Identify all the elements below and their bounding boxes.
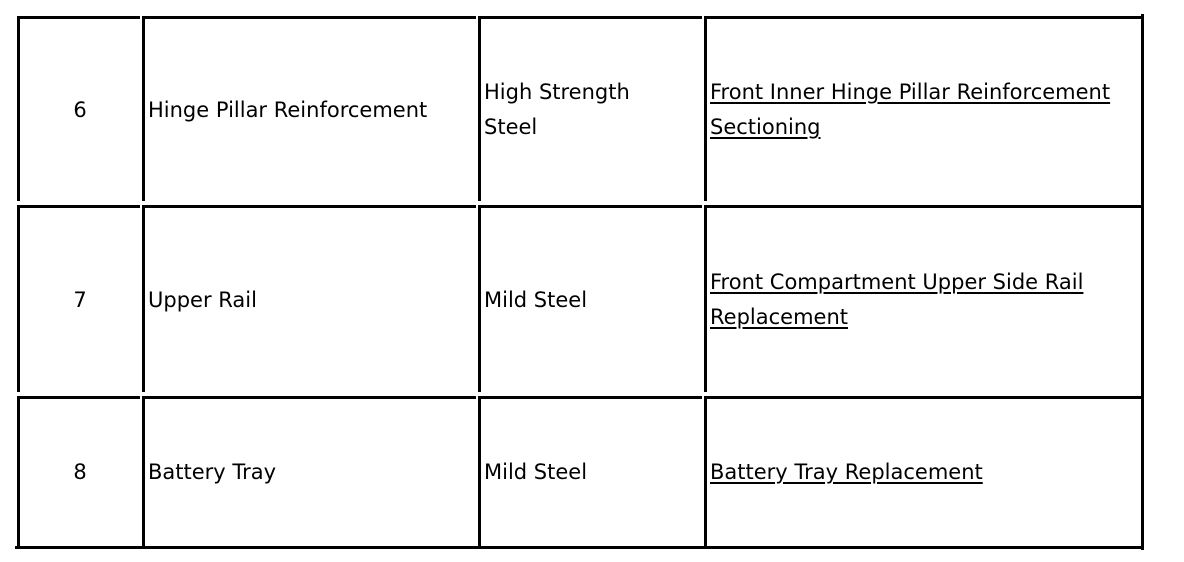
row-number-text: 6 [73,97,87,122]
part-name-text: Battery Tray [148,460,277,484]
table-cell-procedure-link: Battery Tray Replacement [704,396,1141,546]
table-cell-part-name: Upper Rail [142,205,476,392]
table-cell-part-name: Battery Tray [142,396,476,546]
material-text: High Strength Steel [484,80,630,139]
row-number-text: 7 [73,287,87,312]
row-number-text: 8 [73,460,87,484]
table-cell-procedure-link: Front Inner Hinge Pillar Reinforcement S… [704,16,1141,201]
table-cell-material: Mild Steel [478,205,702,392]
table-border-bottom [15,546,1144,549]
table-cell-procedure-link: Front Compartment Upper Side Rail Replac… [704,205,1141,392]
procedure-link[interactable]: Battery Tray Replacement [710,460,983,484]
part-name-text: Hinge Pillar Reinforcement [148,97,428,122]
procedure-link[interactable]: Front Inner Hinge Pillar Reinforcement S… [710,80,1111,139]
table-cell-row-number: 8 [17,396,140,546]
material-text: Mild Steel [484,287,588,312]
table-cell-part-name: Hinge Pillar Reinforcement [142,16,476,201]
table-cell-row-number: 7 [17,205,140,392]
procedure-link[interactable]: Front Compartment Upper Side Rail Replac… [710,270,1084,329]
material-text: Mild Steel [484,460,588,484]
table-cell-material: Mild Steel [478,396,702,546]
table-border-right [1141,14,1144,550]
part-name-text: Upper Rail [148,287,257,312]
table-cell-row-number: 6 [17,16,140,201]
table-cell-material: High Strength Steel [478,16,702,201]
